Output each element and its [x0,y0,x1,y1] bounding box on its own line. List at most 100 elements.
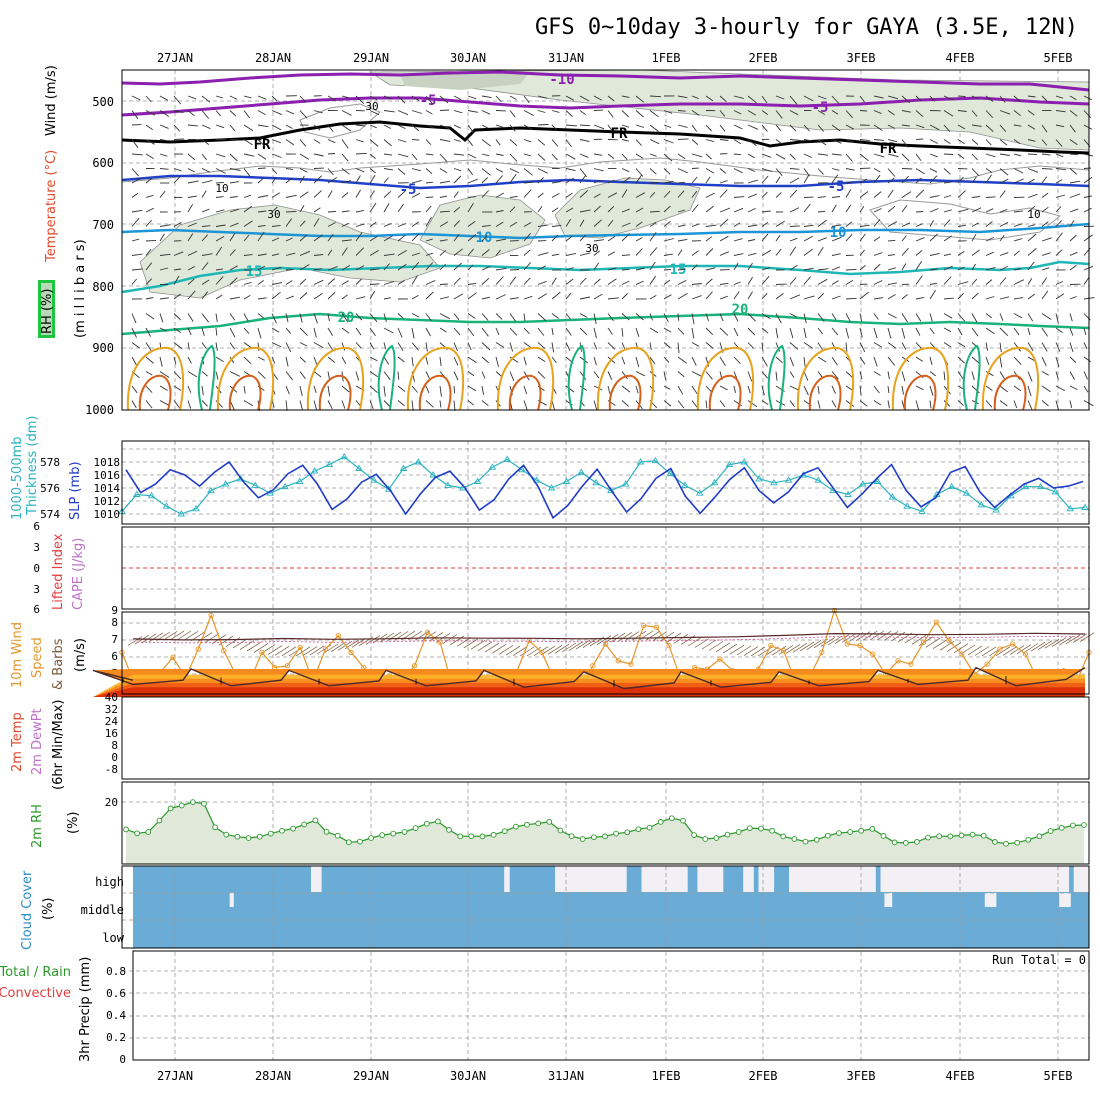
thickness-point [414,458,423,465]
wind-barb [481,168,491,176]
cloud-cell [1017,866,1024,892]
thickness-point [399,464,408,471]
wind-barb [901,191,912,198]
wind-barb [411,342,419,351]
wind-barb [999,208,1008,213]
wind-barb [453,124,461,129]
wind-barb [873,110,882,115]
wind-barb [537,356,546,362]
wind-barb [229,371,240,377]
wind-barb [663,294,672,300]
wind-barb [257,231,265,242]
cloud-cell [316,866,322,892]
thickness-point [844,490,852,497]
cloud-row-label: high [95,875,124,889]
wind-barb [187,168,196,173]
wind-barb [873,342,883,348]
wind-barb [635,237,643,242]
wind-barb [677,181,686,184]
panel-frame [121,440,1090,525]
boundary-layer-contour [216,346,275,411]
wind-barb [299,191,309,198]
wind-barb [1069,208,1079,213]
wind-barb [159,139,168,142]
surface-wind-barb [302,646,318,656]
boundary-layer-contour [808,374,842,411]
cloud-cell [656,866,663,892]
wind-barb [565,124,577,127]
wind-speed-point [628,661,634,667]
wind-barb [817,124,825,132]
wind-barb [201,291,208,300]
wind-barb [677,249,683,256]
date-label: 28JAN [255,1069,291,1083]
wind-barb [887,95,899,100]
cloud-cell [855,866,861,892]
wind-barb [145,356,154,364]
li-tick: 6 [33,520,40,533]
wind-barb [677,293,688,300]
wind-barb [845,153,853,162]
wind-barb [551,207,559,213]
boundary-layer-contour [418,374,452,411]
thickness-point [814,476,823,483]
rh-point [134,830,140,837]
rh-point [858,827,865,834]
wind-barb [677,190,685,198]
surface-wind-barb [554,643,570,654]
wind-barb [621,153,628,161]
temp-tick: 0 [111,751,118,764]
wind-barb [957,153,965,159]
wind-barb [971,356,980,364]
wind-barb [397,400,405,407]
wind-barb [943,95,954,101]
wind-barb [495,313,503,320]
wind-barb [789,110,799,116]
wind-barb [957,400,964,406]
thickness-point [1021,482,1030,490]
wind-barb [439,239,448,242]
rh-point [980,832,987,839]
wind-barb [999,178,1009,184]
slp-tick: 1014 [94,482,121,495]
boundary-layer-contour [496,346,555,411]
cloud-cell [646,866,653,892]
wind-barb [187,371,198,378]
wind-barb [915,168,925,175]
wind-barb [705,139,715,143]
cloud-cell [988,893,993,907]
wind-barb [537,342,546,350]
wind-barb [859,327,863,338]
wind-barb [705,371,713,380]
wind-barb [677,153,686,160]
wind-barb [705,153,712,160]
wind-barb [369,356,378,362]
wind-barb [565,192,573,198]
wind-barb [607,219,614,227]
rh-contour [869,199,1062,241]
wind-barb [341,210,350,213]
wind-barb [579,234,586,242]
wind-barb [845,297,857,300]
wind-barb [173,168,182,172]
wind-barb [859,356,866,365]
wind-barb [229,208,240,213]
wind-barb [145,248,152,256]
wind-barb [341,95,351,99]
wind-barb [327,291,336,300]
panel-grid [122,952,1089,1060]
wind-barb [635,174,643,184]
wind-barb [761,110,769,115]
wind-barb [299,110,308,119]
wind-barb [523,295,533,300]
wind-barb [915,95,922,102]
wind-barb [733,400,742,407]
wind-barb [523,385,528,395]
wind-barb [355,124,366,127]
wind-barb [145,239,157,242]
wind-barb [817,139,827,146]
wind-barb [551,224,562,227]
boundary-layer-contour [796,346,855,411]
wind-barb [929,208,939,213]
wind-barb [187,385,192,393]
